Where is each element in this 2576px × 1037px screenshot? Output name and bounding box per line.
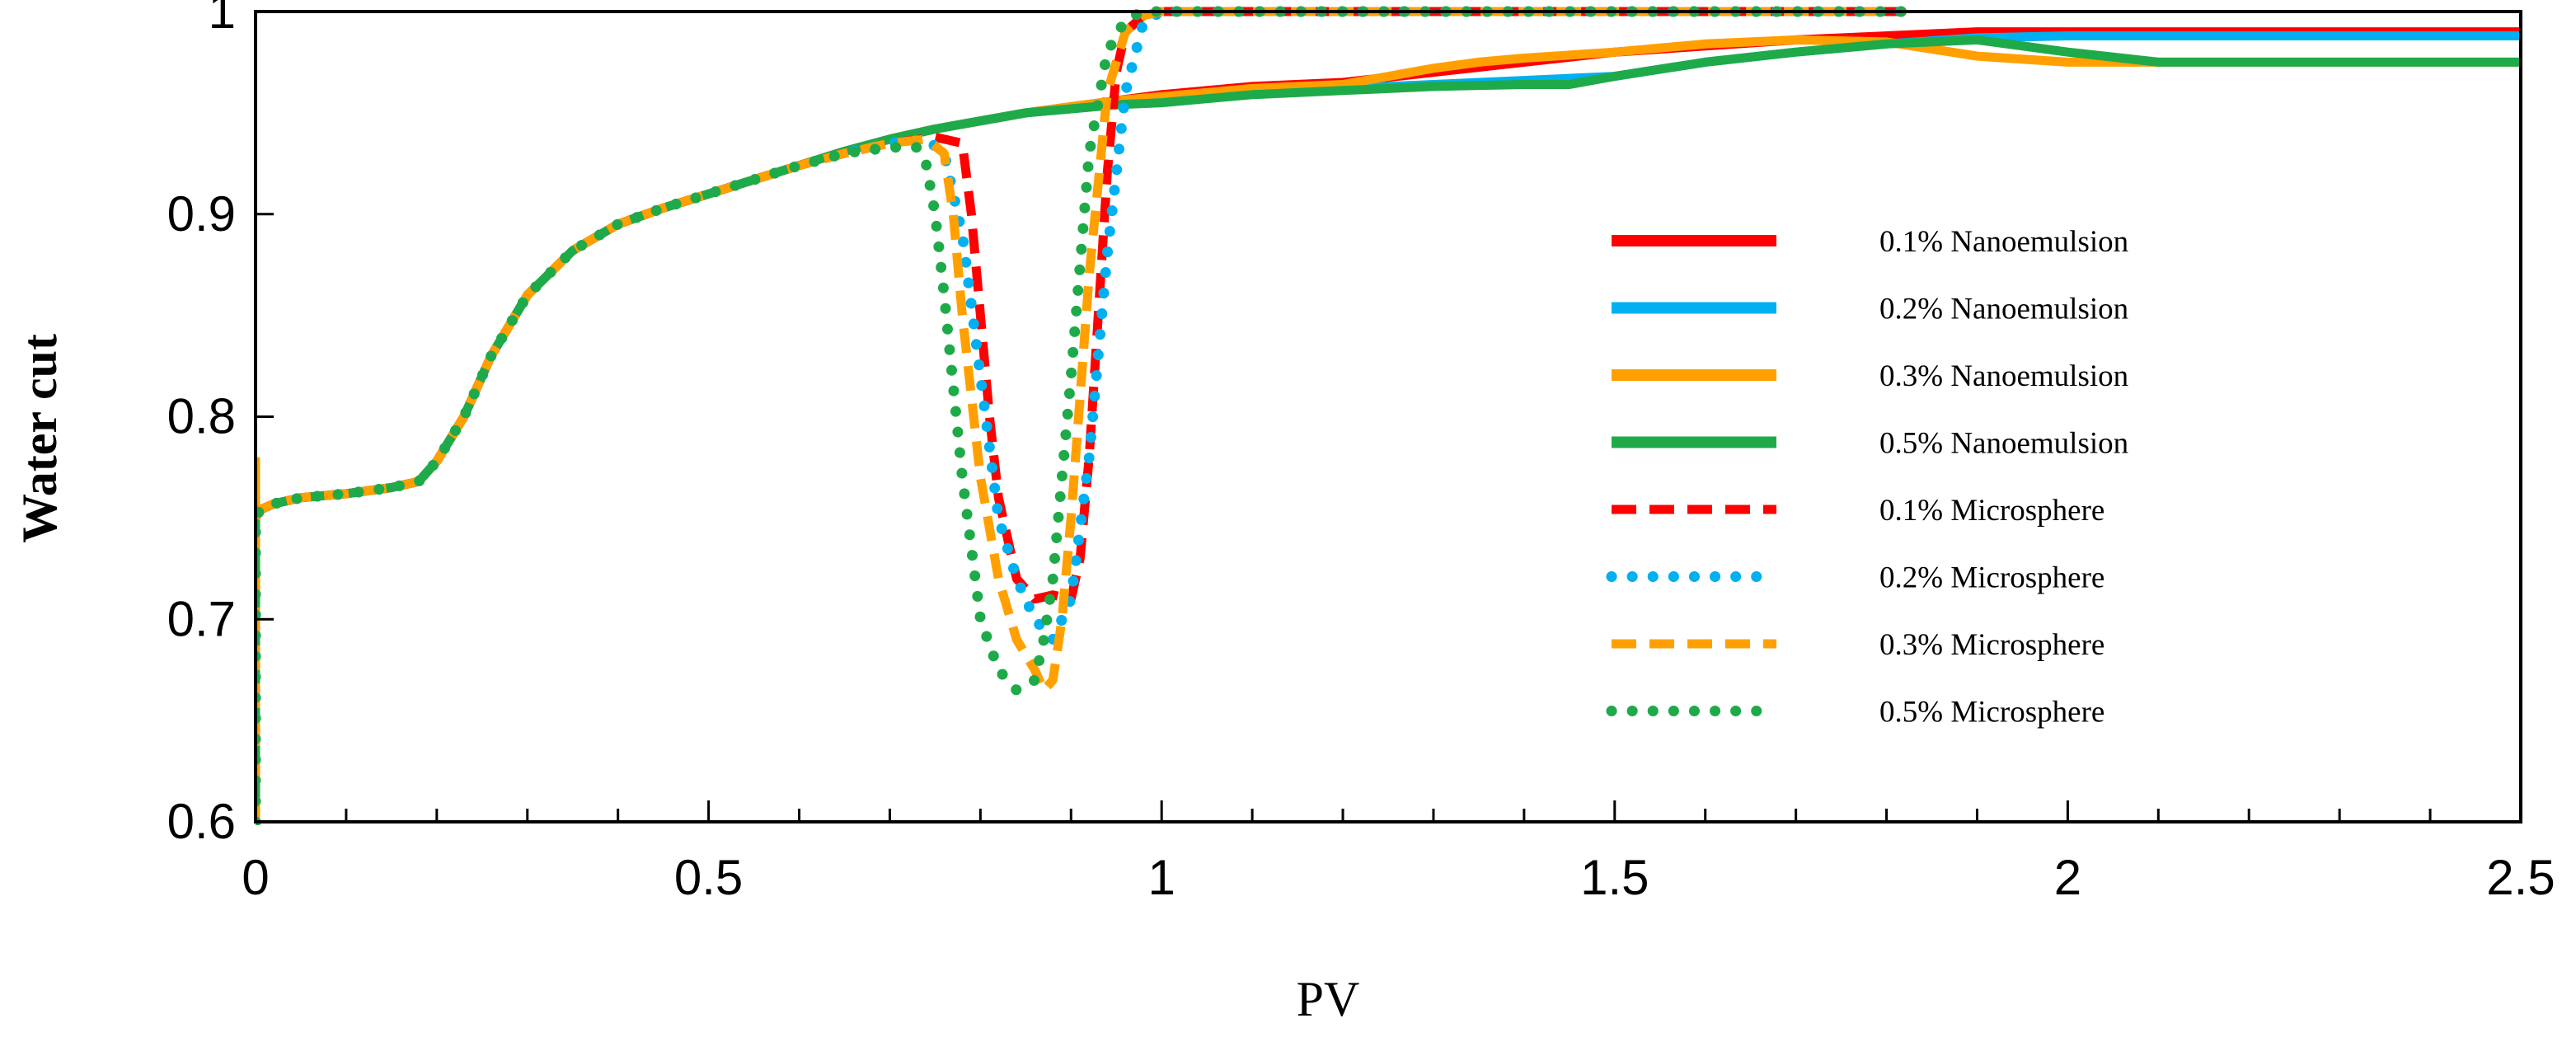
x-tick-label: 2.5 <box>2486 850 2555 905</box>
series-line-3 <box>256 35 2521 523</box>
series-line-2 <box>256 31 2521 822</box>
axis-ticks <box>254 10 2522 824</box>
y-tick-label: 0.7 <box>167 591 236 646</box>
y-axis-title: Water cut <box>12 334 67 543</box>
series-lines <box>256 6 2521 825</box>
x-tick-label: 0 <box>242 850 269 905</box>
axis-tick-labels: 0 0.5 1 1.5 2 2.5 0.6 0.7 0.8 0.9 1 <box>167 0 2555 905</box>
x-tick-label: 2 <box>2054 850 2081 905</box>
legend-label-3: 0.3% Nanoemulsion <box>1879 359 2128 393</box>
x-tick-label: 1 <box>1148 850 1175 905</box>
y-tick-label: 0.6 <box>167 794 236 849</box>
series-line-7 <box>256 7 1905 822</box>
legend-label-2: 0.2% Nanoemulsion <box>1879 293 2128 326</box>
y-tick-label: 0.9 <box>167 186 236 242</box>
series-line-1 <box>256 27 2521 822</box>
plot-frame <box>254 10 2522 824</box>
legend-label-4: 0.5% Nanoemulsion <box>1879 427 2128 461</box>
x-axis-title: PV <box>1297 972 1360 1026</box>
legend-label-7: 0.3% Microsphere <box>1879 628 2104 662</box>
legend-label-8: 0.5% Microsphere <box>1879 696 2104 730</box>
x-tick-label: 0.5 <box>674 850 743 905</box>
legend-label-5: 0.1% Microsphere <box>1879 494 2104 528</box>
legend-label-1: 0.1% Nanoemulsion <box>1879 225 2128 259</box>
legend-label-6: 0.2% Microsphere <box>1879 561 2104 595</box>
legend: 0.1% Nanoemulsion 0.2% Nanoemulsion 0.3% N… <box>1606 225 2128 730</box>
x-tick-label: 1.5 <box>1580 850 1649 905</box>
y-tick-label: 0.8 <box>167 389 236 444</box>
y-tick-label: 1 <box>209 0 236 39</box>
series-line-4 <box>256 35 2521 822</box>
